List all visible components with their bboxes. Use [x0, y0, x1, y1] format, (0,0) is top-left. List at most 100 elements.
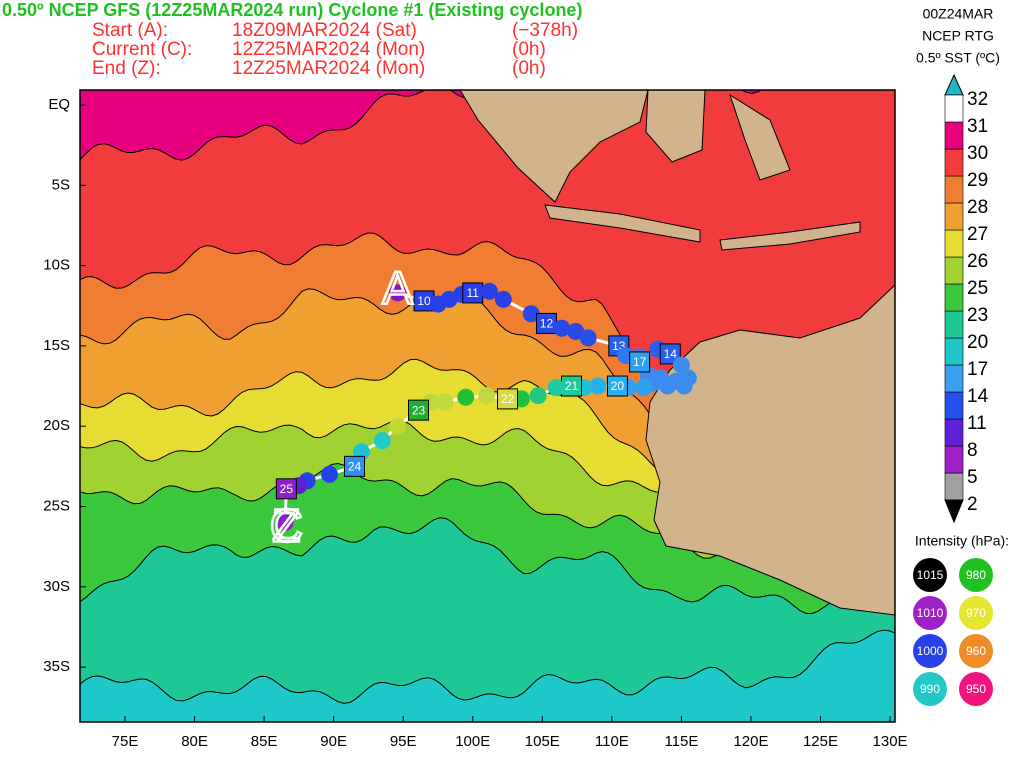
colorbar-swatch — [944, 229, 964, 258]
header-text: 12Z25MAR2024 (Mon) — [232, 39, 425, 60]
lon-tick-label: 95E — [390, 733, 417, 750]
track-point — [480, 282, 498, 300]
colorbar-label: 14 — [967, 386, 989, 407]
intensity-label: 960 — [966, 644, 986, 658]
colorbar-swatch — [944, 256, 964, 285]
track-day-box — [606, 375, 628, 397]
track-day-box — [497, 388, 519, 410]
colorbar-label: 17 — [967, 359, 988, 380]
track-day-box — [659, 343, 681, 365]
map-frame — [79, 89, 896, 723]
lon-tick-label: 90E — [320, 733, 347, 750]
track-day-label: 11 — [467, 286, 480, 300]
colorbar-label: 30 — [967, 143, 988, 164]
track-point — [389, 417, 407, 435]
colorbar-swatch — [944, 94, 964, 123]
lon-tick-label: 75E — [112, 733, 139, 750]
colorbar-label: 2 — [967, 494, 978, 515]
track-day-label: 10 — [417, 294, 431, 308]
colorbar-swatch — [944, 445, 964, 474]
title: 0.50º NCEP GFS (12Z25MAR2024 run) Cyclon… — [2, 0, 582, 20]
intensity-swatch — [959, 672, 993, 706]
lat-tick-label: 35S — [43, 658, 70, 675]
intensity-label: 1015 — [917, 568, 944, 582]
lon-tick-label: 115E — [664, 733, 698, 750]
track-marker: C — [270, 500, 303, 552]
colorbar-swatch — [944, 391, 964, 420]
header-text: End (Z): — [92, 58, 161, 79]
colorbar-label: 25 — [967, 278, 988, 299]
colorbar-swatch — [944, 283, 964, 312]
colorbar-swatch — [944, 418, 964, 447]
lon-tick-label: 105E — [525, 733, 560, 750]
land — [459, 90, 649, 203]
sst-band — [80, 517, 895, 722]
land — [645, 284, 895, 616]
track-day-box — [275, 478, 297, 500]
track-day-box — [408, 399, 430, 421]
colorbar-label: 8 — [967, 440, 978, 461]
header-text: 18Z09MAR2024 (Sat) — [232, 20, 417, 41]
track-point — [553, 319, 571, 337]
header-text: 12Z25MAR2024 (Mon) — [232, 58, 425, 79]
intensity-swatch — [959, 596, 993, 630]
lat-tick-label: 5S — [52, 176, 70, 193]
header-text: (0h) — [512, 39, 546, 60]
lon-tick-label: 130E — [873, 733, 908, 750]
lat-tick-label: 20S — [43, 417, 70, 434]
colorbar-label: 31 — [967, 116, 988, 137]
track-point — [389, 284, 407, 302]
track-day-label: 12 — [540, 317, 554, 331]
intensity-label: 1010 — [917, 606, 944, 620]
track-point — [635, 379, 653, 397]
intensity-swatch — [959, 558, 993, 592]
track-day-label: 17 — [633, 355, 647, 369]
land — [729, 93, 791, 181]
intensity-title: Intensity (hPa): — [915, 533, 1009, 549]
land — [544, 204, 701, 243]
lon-tick-label: 110E — [595, 733, 629, 750]
colorbar-swatch — [944, 121, 964, 150]
colorbar-label: 27 — [967, 224, 988, 245]
lat-tick-label: EQ — [48, 96, 70, 113]
intensity-swatch — [913, 672, 947, 706]
track-point — [494, 290, 512, 308]
info-line: NCEP RTG — [922, 28, 994, 44]
track-marker: Z — [272, 500, 300, 552]
colorbar-swatch — [944, 310, 964, 339]
lon-tick-label: 100E — [455, 733, 490, 750]
intensity-label: 990 — [920, 682, 940, 696]
track-day-label: 25 — [280, 482, 294, 496]
track-point — [672, 356, 690, 374]
colorbar-label: 5 — [967, 467, 978, 488]
intensity-label: 970 — [966, 606, 986, 620]
colorbar-swatch — [944, 202, 964, 231]
sst-band — [80, 629, 895, 722]
lat-tick-label: 15S — [43, 337, 70, 354]
colorbar-label: 11 — [967, 413, 987, 434]
colorbar-label: 26 — [967, 251, 988, 272]
lat-tick-label: 30S — [43, 578, 70, 595]
intensity-label: 1000 — [917, 644, 944, 658]
land — [645, 90, 706, 163]
header-text: Start (A): — [92, 20, 168, 41]
header-text: Current (C): — [92, 39, 192, 60]
colorbar-swatch — [944, 364, 964, 393]
track-point — [567, 322, 585, 340]
track-point — [547, 379, 565, 397]
track-point — [522, 305, 540, 323]
header-text: (−378h) — [512, 20, 578, 41]
track-point — [579, 329, 597, 347]
track-day-label: 24 — [348, 460, 362, 474]
track-point — [373, 432, 391, 450]
track-point — [276, 514, 294, 532]
colorbar-swatch — [944, 148, 964, 177]
track-point — [457, 388, 475, 406]
lat-tick-label: 25S — [43, 497, 70, 514]
track-day-label: 20 — [611, 379, 625, 393]
track-point — [529, 387, 547, 405]
lat-tick-label: 10S — [43, 257, 70, 274]
track-day-label: 21 — [565, 379, 579, 393]
